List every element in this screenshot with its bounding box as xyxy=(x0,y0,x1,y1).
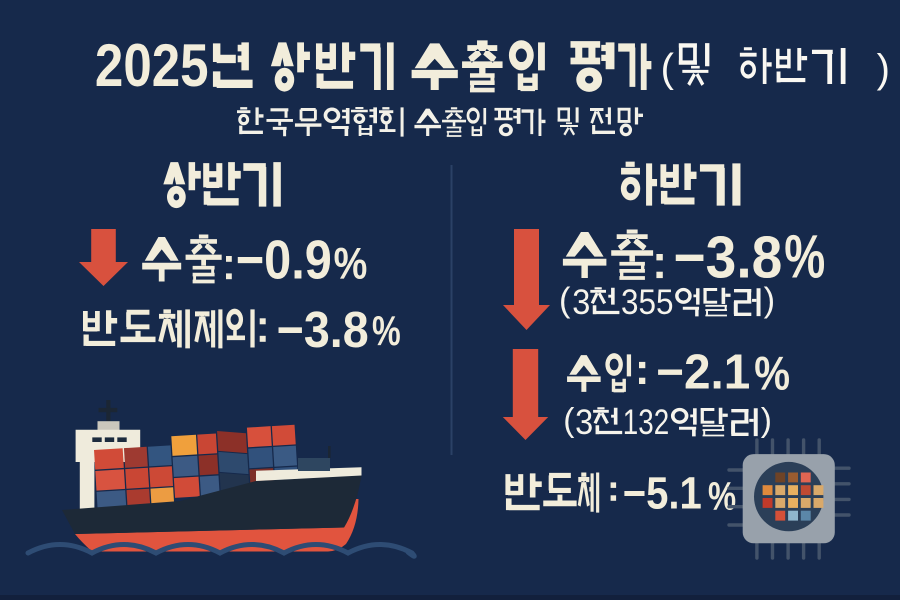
svg-text:(: ( xyxy=(559,282,571,320)
svg-text:%: % xyxy=(784,222,825,290)
svg-text:−2.1: −2.1 xyxy=(656,346,750,400)
svg-text:−5.1: −5.1 xyxy=(623,467,702,518)
svg-text:3: 3 xyxy=(575,403,593,442)
svg-text:132: 132 xyxy=(623,403,669,442)
svg-text:): ) xyxy=(877,47,890,91)
svg-text:−3.8: −3.8 xyxy=(277,301,369,358)
svg-text:−3.8: −3.8 xyxy=(674,224,783,290)
svg-text:%: % xyxy=(334,238,368,289)
svg-text:%: % xyxy=(708,474,736,518)
svg-text:%: % xyxy=(754,348,790,401)
svg-text:2025: 2025 xyxy=(95,32,209,99)
svg-text:3: 3 xyxy=(572,283,590,322)
svg-text:(: ( xyxy=(563,402,574,439)
svg-text:%: % xyxy=(372,307,401,354)
svg-text:−0.9: −0.9 xyxy=(236,228,332,290)
svg-text:): ) xyxy=(764,282,775,320)
svg-text:): ) xyxy=(761,402,772,439)
svg-text:(: ( xyxy=(661,47,675,91)
svg-text:355: 355 xyxy=(621,283,674,322)
